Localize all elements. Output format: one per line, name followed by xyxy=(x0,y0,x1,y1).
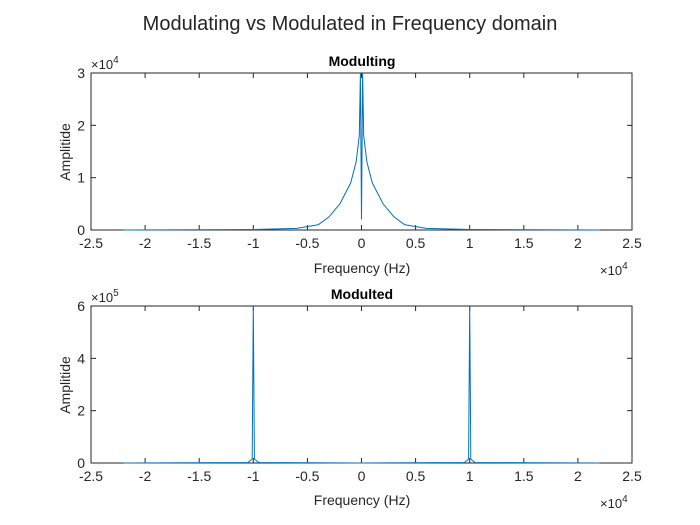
xtick-marks xyxy=(90,306,633,463)
xtick-label: 2.5 xyxy=(622,235,642,251)
subplot-title: Modulted xyxy=(331,286,393,302)
subplot-modulating: 0 1 2 3 -2.5 -2 -1.5 -1 -0.5 0 0.5 1 1.5 2 2.5 Modult… xyxy=(57,53,642,278)
ytick-label: 0 xyxy=(77,222,85,238)
xtick-label: -2 xyxy=(139,235,152,251)
xtick-label: 0 xyxy=(358,468,366,484)
xtick-label: -2.5 xyxy=(79,235,103,251)
ytick-labels: 0 1 2 3 xyxy=(77,65,85,238)
series-line xyxy=(123,72,600,231)
xtick-label: -0.5 xyxy=(295,235,319,251)
xtick-label: 1 xyxy=(466,468,474,484)
xtick-label: -2 xyxy=(139,468,152,484)
x-axis-label: Frequency (Hz) xyxy=(314,260,410,276)
y-exponent-power: 5 xyxy=(113,288,119,299)
xtick-marks xyxy=(90,73,633,230)
x-exponent-power: 4 xyxy=(622,261,628,272)
xtick-labels: -2.5 -2 -1.5 -1 -0.5 0 0.5 1 1.5 2 2.5 xyxy=(79,235,642,251)
x-exponent: ×104 xyxy=(600,494,628,511)
xtick-label: 2 xyxy=(574,468,582,484)
xtick-label: 0 xyxy=(358,235,366,251)
xtick-label: -0.5 xyxy=(295,468,319,484)
axes-frame xyxy=(90,305,633,464)
y-exponent: ×105 xyxy=(91,288,119,305)
x-exponent-power: 4 xyxy=(622,494,628,505)
ytick-label: 4 xyxy=(77,350,85,366)
subplot-title: Modulting xyxy=(329,53,396,69)
xtick-labels: -2.5 -2 -1.5 -1 -0.5 0 0.5 1 1.5 2 2.5 xyxy=(79,468,642,484)
xtick-label: 0.5 xyxy=(406,235,426,251)
xtick-label: 1 xyxy=(466,235,474,251)
y-exponent-base: ×10 xyxy=(91,290,113,305)
figure-title: Modulating vs Modulated in Frequency dom… xyxy=(143,13,558,35)
x-exponent-base: ×10 xyxy=(600,263,622,278)
ytick-label: 6 xyxy=(77,298,85,314)
xtick-label: -2.5 xyxy=(79,468,103,484)
spectrum-series xyxy=(123,72,600,231)
xtick-label: 0.5 xyxy=(406,468,426,484)
y-exponent-base: ×10 xyxy=(91,57,113,72)
ytick-label: 2 xyxy=(77,117,85,133)
ytick-label: 1 xyxy=(77,170,85,186)
xtick-label: 1.5 xyxy=(514,235,534,251)
ytick-marks xyxy=(91,305,632,464)
ytick-label: 3 xyxy=(77,65,85,81)
xtick-label: -1.5 xyxy=(187,235,211,251)
spectrum-series xyxy=(123,305,600,464)
ytick-labels: 0 2 4 6 xyxy=(77,298,85,471)
y-axis-label: Amplitide xyxy=(57,123,73,181)
xtick-label: -1 xyxy=(247,468,260,484)
xtick-label: -1 xyxy=(247,235,260,251)
y-axis-label: Amplitide xyxy=(57,356,73,414)
y-exponent: ×104 xyxy=(91,55,119,72)
xtick-label: 2 xyxy=(574,235,582,251)
x-exponent: ×104 xyxy=(600,261,628,278)
x-axis-label: Frequency (Hz) xyxy=(314,492,410,508)
subplot-modulated: 0 2 4 6 -2.5 -2 -1.5 -1 -0.5 0 0.5 1 1.5 2 2.5 Modult… xyxy=(57,286,642,511)
ytick-marks xyxy=(91,72,632,231)
xtick-label: -1.5 xyxy=(187,468,211,484)
y-exponent-power: 4 xyxy=(113,55,119,66)
xtick-label: 2.5 xyxy=(622,468,642,484)
ytick-label: 2 xyxy=(77,403,85,419)
x-exponent-base: ×10 xyxy=(600,496,622,511)
xtick-label: 1.5 xyxy=(514,468,534,484)
series-line xyxy=(123,305,600,464)
ytick-label: 0 xyxy=(77,455,85,471)
